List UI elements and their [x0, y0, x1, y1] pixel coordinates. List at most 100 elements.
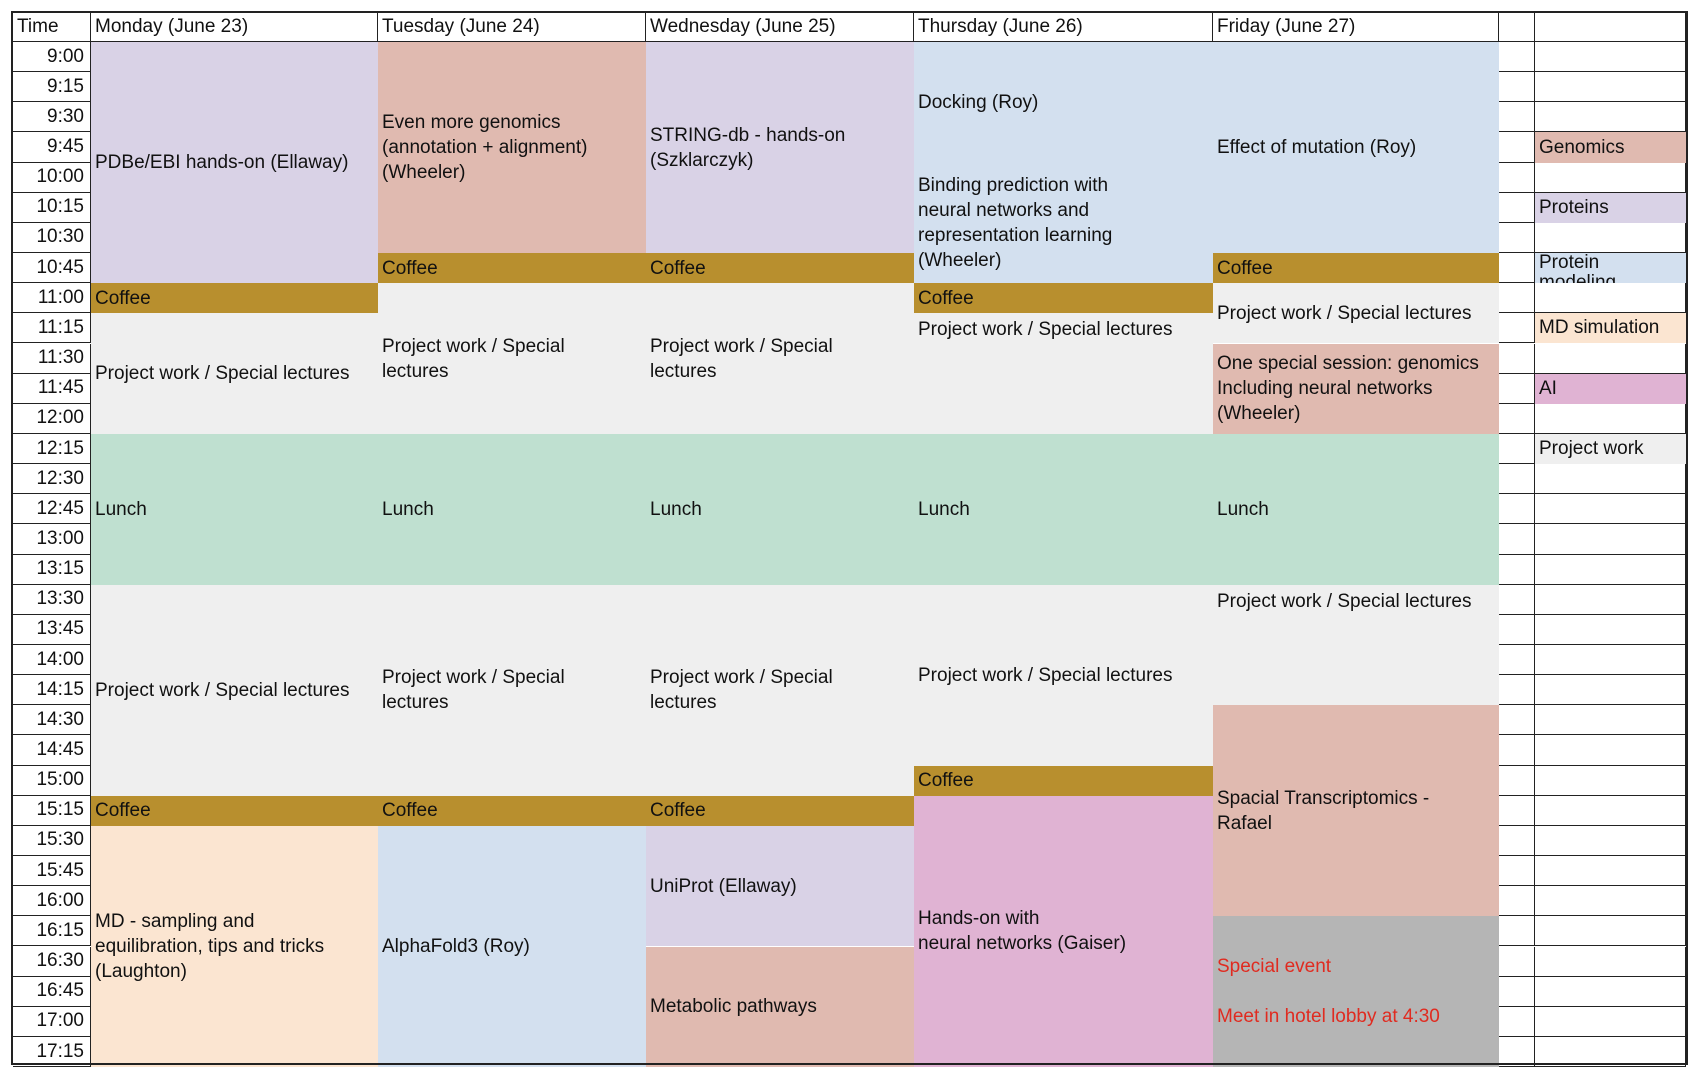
- schedule-event-protein-modeling: Effect of mutation (Roy): [1213, 42, 1499, 254]
- schedule-event-genomics: Spacial Transcriptomics - Rafael: [1213, 705, 1499, 917]
- time-label: 15:00: [13, 765, 91, 796]
- grid-cell: [1535, 524, 1686, 555]
- time-label: 10:30: [13, 222, 91, 254]
- schedule-event-project-work: Project work / Special lectures: [91, 313, 378, 434]
- schedule-event-protein-modeling: Docking (Roy): [914, 42, 1213, 163]
- schedule-event-lunch: Lunch: [91, 433, 378, 585]
- time-label: 11:00: [13, 283, 91, 314]
- schedule-event-project-work: Project work / Special lectures: [378, 584, 646, 796]
- grid-cell: [1499, 102, 1535, 133]
- grid-cell: [1499, 1006, 1535, 1037]
- time-label: 11:45: [13, 373, 91, 404]
- schedule-event-lunch: Lunch: [1213, 433, 1499, 585]
- time-label: 13:45: [13, 614, 91, 645]
- legend-proteins: Proteins: [1535, 192, 1686, 223]
- grid-cell: [1535, 765, 1686, 796]
- grid-cell: [1499, 283, 1535, 314]
- grid-cell: [1499, 403, 1535, 434]
- grid-cell: [1535, 1006, 1686, 1037]
- blank-header: [1499, 13, 1535, 42]
- time-label: 12:15: [13, 433, 91, 465]
- schedule-event-proteins: PDBe/EBI hands-on (Ellaway): [91, 42, 378, 284]
- grid-cell: [1499, 856, 1535, 887]
- grid-cell: [1535, 645, 1686, 676]
- grid-cell: [1535, 976, 1686, 1007]
- grid-cell: [1499, 192, 1535, 223]
- day-header: Tuesday (June 24): [378, 13, 646, 42]
- schedule-event-project-work: Project work / Special lectures: [91, 584, 378, 796]
- time-label: 12:30: [13, 464, 91, 495]
- grid-cell: [1535, 283, 1686, 314]
- grid-cell: [1535, 343, 1686, 374]
- schedule-event-project-work: Project work / Special lectures: [378, 283, 646, 434]
- grid-cell: [1535, 464, 1686, 495]
- time-label: 9:00: [13, 42, 91, 73]
- grid-cell: [1499, 614, 1535, 645]
- schedule-event-project-work: Project work / Special lectures: [646, 584, 914, 796]
- schedule-event-coffee: Coffee: [91, 795, 378, 826]
- schedule-event-coffee: Coffee: [91, 283, 378, 314]
- schedule-event-project-work: Project work / Special lectures: [914, 313, 1213, 434]
- grid-cell: [1499, 916, 1535, 947]
- time-label: 16:45: [13, 976, 91, 1007]
- grid-cell: [1535, 494, 1686, 525]
- legend-md-simulation: MD simulation: [1535, 313, 1686, 344]
- grid-cell: [1535, 42, 1686, 73]
- time-label: 17:15: [13, 1036, 91, 1068]
- grid-cell: [1499, 825, 1535, 857]
- schedule-event-project-work: Project work / Special lectures: [914, 584, 1213, 766]
- grid-cell: [1499, 222, 1535, 254]
- time-label: 9:15: [13, 72, 91, 103]
- time-label: 14:00: [13, 645, 91, 676]
- grid-cell: [1499, 765, 1535, 796]
- schedule-event-protein-modeling: Binding prediction with neural networks …: [914, 162, 1213, 284]
- time-label: 15:45: [13, 856, 91, 887]
- grid-cell: [1535, 916, 1686, 947]
- grid-cell: [1535, 1036, 1686, 1068]
- legend-project-work: Project work: [1535, 433, 1686, 465]
- time-label: 9:45: [13, 132, 91, 163]
- grid-cell: [1499, 72, 1535, 103]
- grid-cell: [1499, 946, 1535, 977]
- grid-cell: [1535, 795, 1686, 826]
- grid-cell: [1499, 343, 1535, 374]
- schedule-event-proteins: STRING-db - hands-on (Szklarczyk): [646, 42, 914, 254]
- time-label: 11:15: [13, 313, 91, 344]
- schedule-event-coffee: Coffee: [914, 283, 1213, 314]
- grid-cell: [1499, 162, 1535, 193]
- grid-cell: [1499, 705, 1535, 736]
- time-label: 14:45: [13, 735, 91, 766]
- grid-cell: [1499, 976, 1535, 1007]
- grid-cell: [1499, 373, 1535, 404]
- grid-cell: [1499, 886, 1535, 917]
- grid-cell: [1535, 614, 1686, 645]
- schedule-event-coffee: Coffee: [378, 253, 646, 284]
- grid-cell: [1499, 584, 1535, 615]
- grid-cell: [1499, 1036, 1535, 1068]
- time-label: 15:30: [13, 825, 91, 857]
- time-label: 17:00: [13, 1006, 91, 1037]
- grid-cell: [1499, 735, 1535, 766]
- day-header: Thursday (June 26): [914, 13, 1213, 42]
- grid-cell: [1535, 584, 1686, 615]
- schedule-event-coffee: Coffee: [914, 765, 1213, 796]
- grid-cell: [1499, 253, 1535, 284]
- grid-cell: [1499, 42, 1535, 73]
- time-label: 11:30: [13, 343, 91, 374]
- legend-genomics: Genomics: [1535, 132, 1686, 163]
- day-header: Wednesday (June 25): [646, 13, 914, 42]
- day-header: Monday (June 23): [91, 13, 378, 42]
- grid-cell: [1499, 313, 1535, 344]
- legend-ai: AI: [1535, 373, 1686, 404]
- schedule-event-coffee: Coffee: [378, 795, 646, 826]
- schedule-event-genomics: One special session: genomics Including …: [1213, 343, 1499, 434]
- grid-cell: [1499, 433, 1535, 465]
- grid-cell: [1535, 675, 1686, 706]
- schedule-event-lunch: Lunch: [914, 433, 1213, 585]
- legend-protein-modeling: Protein modeling: [1535, 253, 1686, 284]
- time-label: 10:45: [13, 253, 91, 284]
- schedule-event-project-work: Project work / Special lectures: [646, 283, 914, 434]
- time-label: 12:45: [13, 494, 91, 525]
- schedule-event-coffee: Coffee: [646, 795, 914, 826]
